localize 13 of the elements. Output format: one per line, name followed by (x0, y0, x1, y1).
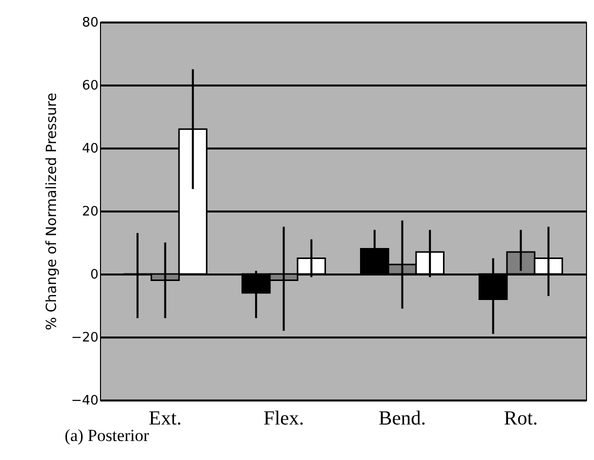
y-tick-label: 0 (90, 268, 98, 282)
x-tick-label: Flex. (263, 408, 304, 430)
x-tick-label: Rot. (504, 408, 538, 430)
y-tick-label: 20 (82, 204, 98, 220)
y-tick-label: 40 (82, 142, 98, 156)
y-axis-title: % Change of Normalized Pressure (44, 92, 60, 330)
y-tick-label: −20 (71, 330, 98, 346)
y-tick-label: −40 (71, 394, 98, 408)
x-tick-label: Bend. (378, 408, 426, 430)
y-tick-label: 80 (82, 16, 98, 30)
x-tick-label: Ext. (148, 408, 182, 430)
y-tick-label: 60 (82, 78, 98, 94)
text: (a) Posterior (64, 426, 150, 445)
